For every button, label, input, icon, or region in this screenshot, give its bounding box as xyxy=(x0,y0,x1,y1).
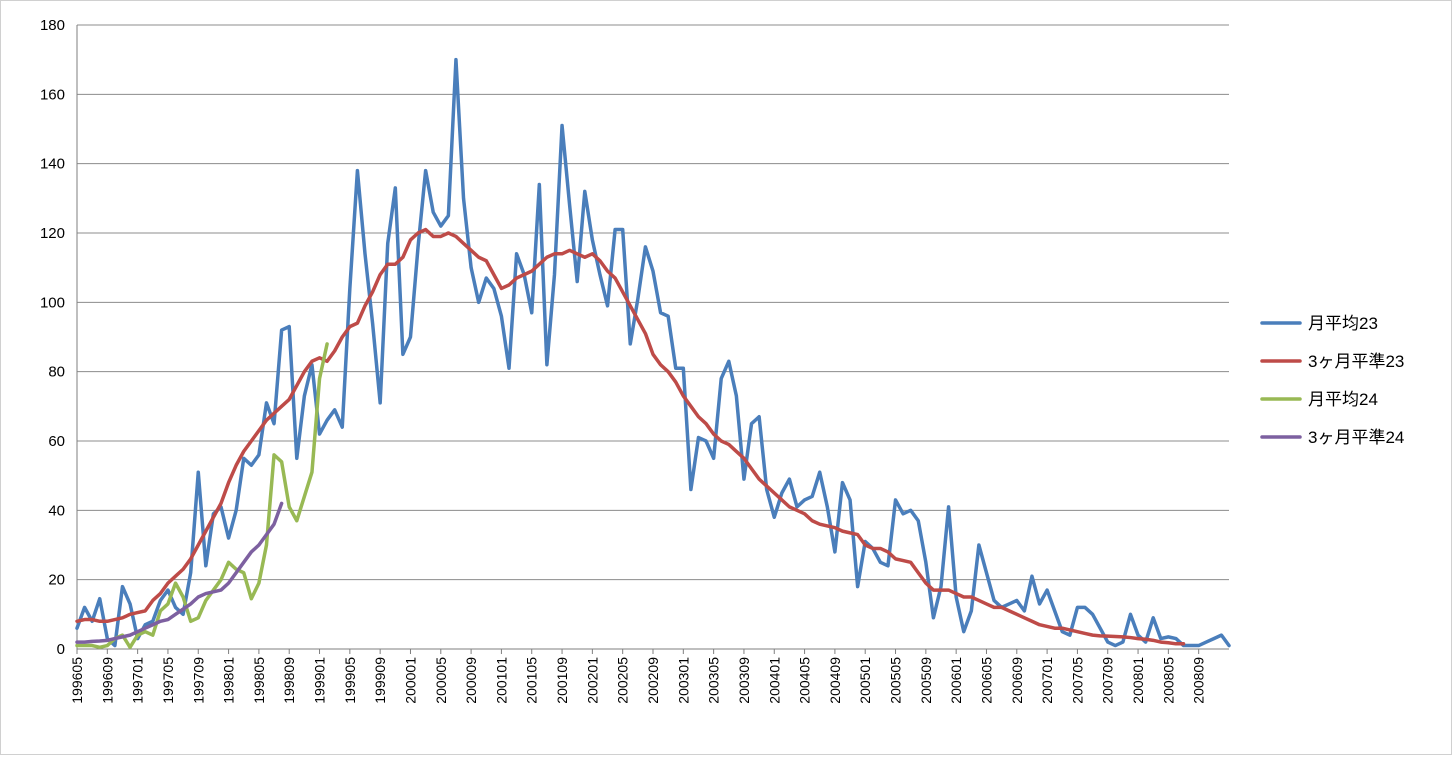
x-tick-label: 200505 xyxy=(888,657,904,704)
series-line-1 xyxy=(75,57,1231,648)
y-tick-label: 20 xyxy=(48,572,65,589)
x-tick-label: 200605 xyxy=(978,657,994,704)
series-lines xyxy=(75,57,1231,650)
x-tick-label: 200301 xyxy=(675,657,691,704)
x-tick-label: 200401 xyxy=(766,657,782,704)
x-tick-label: 200701 xyxy=(1039,657,1055,704)
x-tick-label: 200409 xyxy=(827,657,843,704)
x-tick-label: 200801 xyxy=(1130,657,1146,704)
y-tick-label: 0 xyxy=(57,641,65,658)
x-tick-label: 200205 xyxy=(615,657,631,704)
x-tick-label: 200509 xyxy=(918,657,934,704)
x-tick-label: 199605 xyxy=(69,657,85,704)
legend-label: 月平均23 xyxy=(1308,314,1378,333)
x-tick-label: 200809 xyxy=(1191,657,1207,704)
x-axis-ticks: 199605 199609 199701 199705 199709 199801 1998… xyxy=(69,649,1207,704)
x-tick-label: 200109 xyxy=(554,657,570,704)
x-tick-label: 200305 xyxy=(706,657,722,704)
x-tick-label: 200501 xyxy=(857,657,873,704)
x-tick-label: 199705 xyxy=(160,657,176,704)
x-tick-label: 200009 xyxy=(463,657,479,704)
x-tick-label: 199609 xyxy=(99,657,115,704)
y-tick-label: 100 xyxy=(40,294,65,311)
x-tick-label: 200705 xyxy=(1069,657,1085,704)
x-tick-label: 200001 xyxy=(402,657,418,704)
x-tick-label: 200405 xyxy=(797,657,813,704)
x-tick-label: 199809 xyxy=(281,657,297,704)
legend-label: 3ヶ月平準23 xyxy=(1308,352,1404,371)
y-tick-label: 120 xyxy=(40,225,65,242)
series-line-2 xyxy=(75,227,1186,646)
y-tick-label: 140 xyxy=(40,156,65,173)
series-line-4 xyxy=(75,501,284,644)
x-tick-label: 200309 xyxy=(736,657,752,704)
x-tick-label: 199901 xyxy=(312,657,328,704)
x-tick-label: 200209 xyxy=(645,657,661,704)
x-tick-label: 200005 xyxy=(433,657,449,704)
y-tick-label: 160 xyxy=(40,86,65,103)
x-tick-label: 199701 xyxy=(130,657,146,704)
x-tick-label: 199805 xyxy=(251,657,267,704)
x-tick-label: 200609 xyxy=(1009,657,1025,704)
y-tick-label: 180 xyxy=(40,17,65,34)
y-tick-label: 40 xyxy=(48,502,65,519)
x-tick-label: 200805 xyxy=(1160,657,1176,704)
x-tick-label: 199709 xyxy=(190,657,206,704)
y-axis-ticks: 0 20 40 60 80 100 120 140 160 180 xyxy=(40,17,65,658)
legend-label: 月平均24 xyxy=(1308,390,1378,409)
legend: 月平均23 3ヶ月平準23 月平均24 3ヶ月平準24 xyxy=(1260,314,1404,447)
x-tick-label: 199801 xyxy=(221,657,237,704)
x-tick-label: 200105 xyxy=(524,657,540,704)
x-tick-label: 199909 xyxy=(372,657,388,704)
y-tick-label: 80 xyxy=(48,364,65,381)
legend-label: 3ヶ月平準24 xyxy=(1308,428,1404,447)
x-tick-label: 199905 xyxy=(342,657,358,704)
x-tick-label: 200201 xyxy=(584,657,600,704)
x-tick-label: 200709 xyxy=(1100,657,1116,704)
x-tick-label: 200101 xyxy=(493,657,509,704)
y-tick-label: 60 xyxy=(48,433,65,450)
x-tick-label: 200601 xyxy=(948,657,964,704)
